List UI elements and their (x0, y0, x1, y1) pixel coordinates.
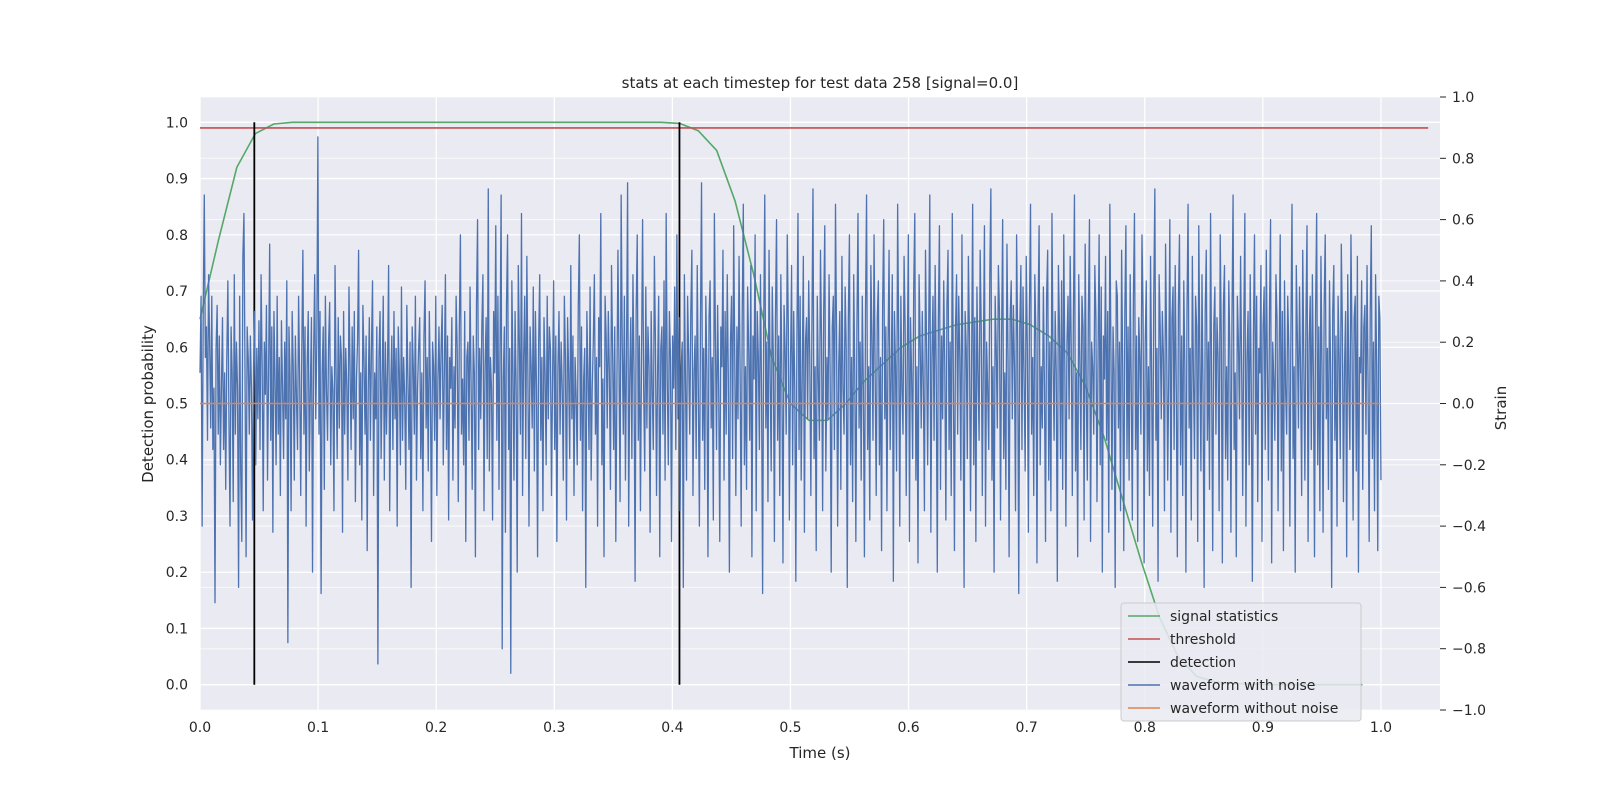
x-tick-label: 0.2 (425, 720, 447, 736)
legend-label-signal-statistics: signal statistics (1170, 609, 1278, 625)
x-tick-label: 1.0 (1370, 720, 1392, 736)
y2-tick-label: −0.4 (1452, 519, 1486, 535)
y2-tick-label: 0.0 (1452, 397, 1474, 413)
x-tick-label: 0.0 (189, 720, 211, 736)
x-tick-label: 0.3 (543, 720, 565, 736)
y-tick-label: 0.6 (166, 340, 188, 356)
x-axis-label: Time (s) (789, 744, 851, 762)
x-tick-label: 0.6 (897, 720, 919, 736)
x-tick-label: 0.8 (1134, 720, 1156, 736)
y-tick-label: 0.9 (166, 172, 188, 188)
y-tick-label: 0.7 (166, 284, 188, 300)
y2-tick-label: 0.8 (1452, 151, 1474, 167)
x-tick-label: 0.1 (307, 720, 329, 736)
x-tick-label: 0.5 (779, 720, 801, 736)
legend: signal statistics threshold detection wa… (1120, 602, 1362, 722)
legend-box (1120, 602, 1362, 722)
legend-label-waveform-without-noise: waveform without noise (1170, 701, 1338, 717)
y2-tick-label: 0.6 (1452, 213, 1474, 229)
x-axis-ticks: 0.0 0.1 0.2 0.3 0.4 0.5 0.6 0.7 0.8 0.9 1.0 (189, 720, 1392, 736)
y-tick-label: 0.3 (166, 509, 188, 525)
y2-tick-label: −0.8 (1452, 642, 1486, 658)
legend-entry-waveform-with-noise: waveform with noise (1128, 678, 1315, 694)
y2-axis-label: Strain (1492, 386, 1510, 430)
y2-tick-label: 0.2 (1452, 335, 1474, 351)
y-tick-label: 0.8 (166, 228, 188, 244)
y2-axis-ticks: −1.0 −0.8 −0.6 −0.4 −0.2 0.0 0.2 0.4 0.6 0.8 1.0 (1440, 90, 1486, 719)
y-tick-label: 0.1 (166, 621, 188, 637)
y2-tick-label: −1.0 (1452, 703, 1486, 719)
y2-tick-label: −0.6 (1452, 580, 1486, 596)
y-tick-label: 1.0 (166, 115, 188, 131)
y-axis-ticks: 0.0 0.1 0.2 0.3 0.4 0.5 0.6 0.7 0.8 0.9 1.0 (166, 115, 188, 693)
y-tick-label: 0.0 (166, 678, 188, 694)
y-tick-label: 0.4 (166, 453, 188, 469)
legend-entry-detection: detection (1128, 655, 1236, 671)
chart-title: stats at each timestep for test data 258… (622, 74, 1019, 92)
x-tick-label: 0.4 (661, 720, 683, 736)
x-tick-label: 0.7 (1016, 720, 1038, 736)
legend-entry-waveform-without-noise: waveform without noise (1128, 701, 1338, 717)
legend-entry-threshold: threshold (1128, 632, 1236, 648)
series-line-waveform-with-noise (199, 136, 1382, 674)
y-tick-label: 0.2 (166, 565, 188, 581)
legend-label-detection: detection (1170, 655, 1236, 671)
x-tick-label: 0.9 (1252, 720, 1274, 736)
y2-tick-label: 1.0 (1452, 90, 1474, 106)
y2-tick-label: −0.2 (1452, 458, 1486, 474)
legend-entry-signal-statistics: signal statistics (1128, 609, 1278, 625)
y2-tick-label: 0.4 (1452, 274, 1474, 290)
legend-label-threshold: threshold (1170, 632, 1236, 648)
y-tick-label: 0.5 (166, 397, 188, 413)
y-axis-label: Detection probability (139, 325, 157, 483)
legend-label-waveform-with-noise: waveform with noise (1170, 678, 1315, 694)
